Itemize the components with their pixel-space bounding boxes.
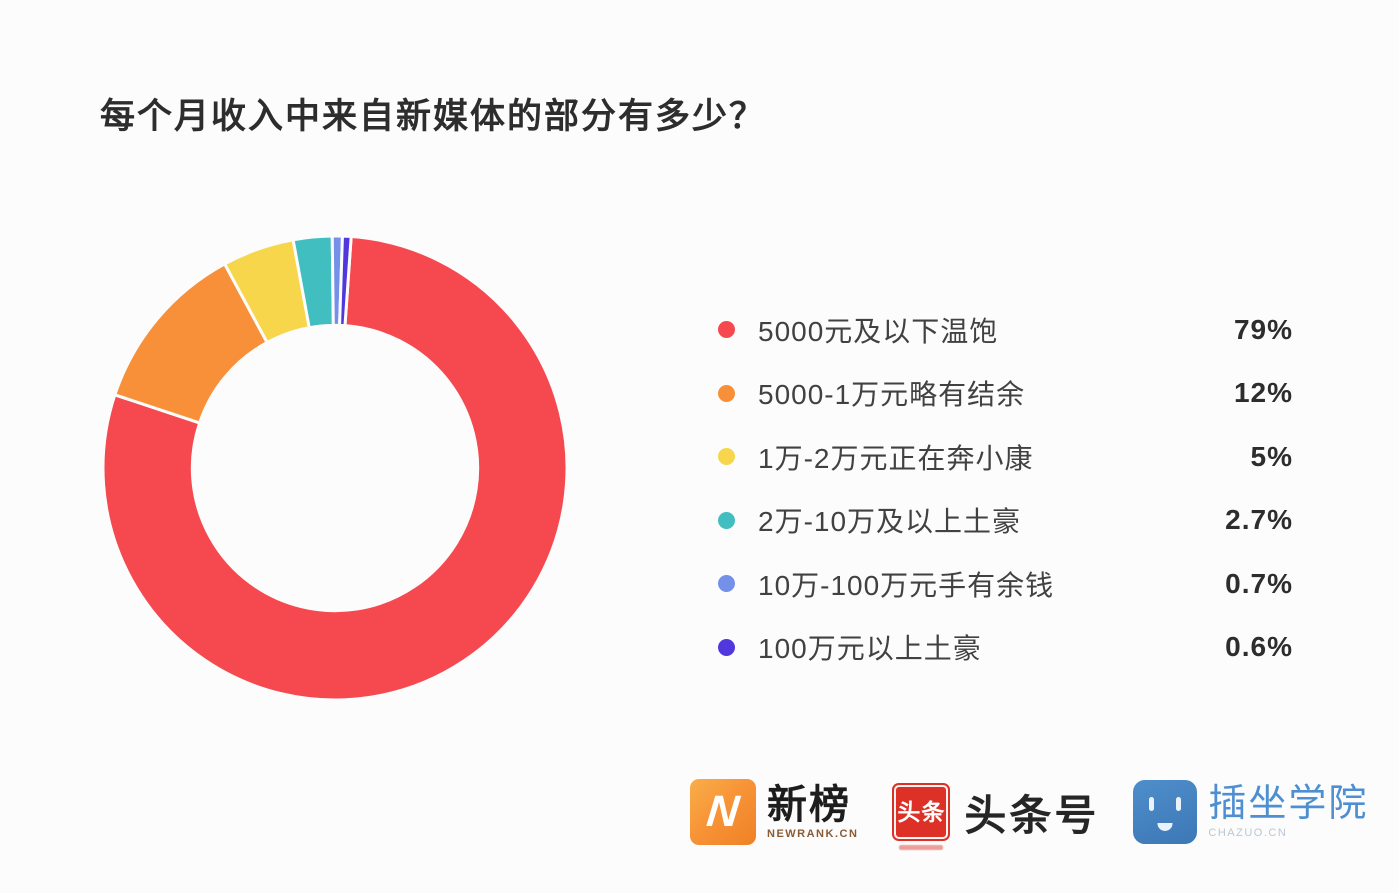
legend-value: 0.6% [1225,631,1293,663]
donut-slice-5 [338,234,353,328]
brand-chazuo: 插坐学院 CHAZUO.CN [1133,780,1368,844]
legend-item: 1万-2万元正在奔小康 5% [718,425,1293,489]
legend-item: 100万元以上土豪 0.6% [718,616,1293,680]
legend-item: 5000元及以下温饱 79% [718,298,1293,362]
toutiao-badge-text: 头条 [897,798,946,825]
chazuo-robot-eye-left [1149,797,1155,811]
legend-value: 5% [1250,440,1293,472]
legend-value: 2.7% [1225,504,1293,536]
newrank-logo-icon: N [690,779,756,845]
legend-item: 5000-1万元略有结余 12% [718,362,1293,426]
footer-brand-bar: N 新榜 NEWRANK.CN 头条 头条号 插坐学院 CHAZUO.CN [690,772,1368,852]
legend: 5000元及以下温饱 79% 5000-1万元略有结余 12% 1万-2万元正在奔小康 5… [718,298,1293,679]
legend-label: 5000元及以下温饱 [758,315,999,347]
chazuo-robot-eye-right [1176,797,1182,811]
donut-chart-svg [101,234,569,702]
legend-label: 10万-100万元手有余钱 [758,569,1055,601]
donut-slice-0 [101,235,569,702]
brand-newrank: N 新榜 NEWRANK.CN [690,779,858,845]
legend-swatch-icon [718,511,735,529]
legend-swatch-icon [718,575,735,593]
toutiao-logo-subtext [899,845,944,850]
chazuo-robot-icon [1133,780,1198,844]
brand-toutiao: 头条 头条号 [892,782,1100,850]
toutiao-brand-name: 头条号 [964,791,1100,839]
legend-label: 5000-1万元略有结余 [758,379,1026,411]
chazuo-brand-name: 插坐学院 [1208,782,1369,825]
legend-value: 79% [1233,313,1293,345]
newrank-n-glyph: N [704,787,742,836]
newrank-brand-subtext: NEWRANK.CN [767,828,859,840]
toutiao-logo-icon: 头条 [892,783,951,850]
legend-value: 0.7% [1225,567,1293,599]
chazuo-robot-mouth [1157,823,1173,831]
legend-item: 2万-10万及以上土豪 2.7% [718,489,1293,553]
legend-item: 10万-100万元手有余钱 0.7% [718,552,1293,616]
legend-label: 1万-2万元正在奔小康 [758,442,1034,474]
legend-swatch-icon [718,448,735,466]
legend-label: 2万-10万及以上土豪 [758,506,1022,538]
legend-swatch-icon [718,638,735,656]
legend-swatch-icon [718,321,735,339]
page-title: 每个月收入中来自新媒体的部分有多少？ [100,97,767,136]
chazuo-brand-subtext: CHAZUO.CN [1208,827,1288,840]
legend-value: 12% [1233,377,1293,409]
legend-label: 100万元以上土豪 [758,633,982,665]
newrank-brand-name: 新榜 [767,783,851,827]
donut-chart [100,233,570,703]
legend-swatch-icon [718,384,735,402]
